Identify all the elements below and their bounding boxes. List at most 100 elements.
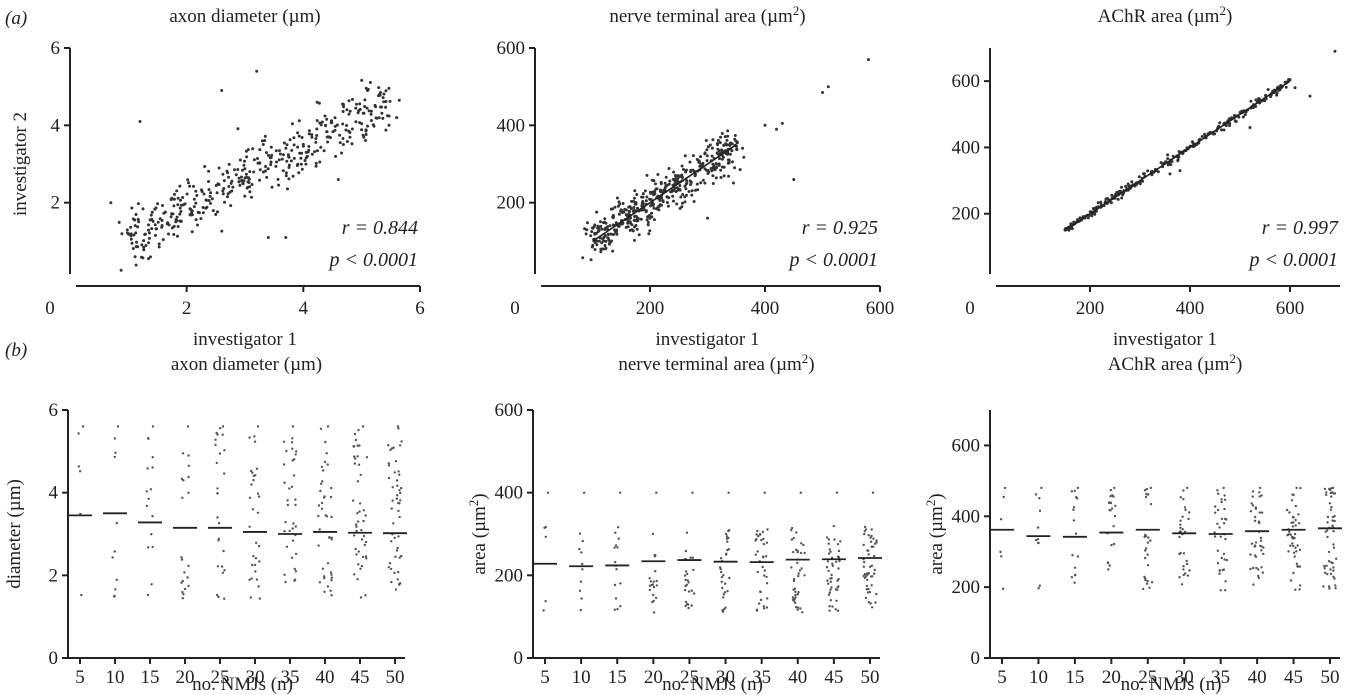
x-axis-label: investigator 1 bbox=[1113, 329, 1217, 350]
data-point bbox=[252, 474, 255, 477]
data-point bbox=[333, 116, 337, 120]
data-point bbox=[630, 223, 634, 227]
data-point bbox=[243, 176, 247, 180]
data-point bbox=[691, 168, 695, 172]
data-point bbox=[581, 568, 584, 571]
data-point bbox=[326, 140, 330, 144]
data-point bbox=[261, 143, 265, 146]
data-point bbox=[1220, 517, 1224, 520]
data-point bbox=[218, 452, 222, 455]
data-point bbox=[1186, 574, 1190, 577]
data-point bbox=[161, 204, 164, 207]
data-point bbox=[293, 567, 296, 571]
x-tick-label: 5 bbox=[540, 667, 550, 688]
data-point bbox=[579, 580, 583, 583]
data-point bbox=[150, 533, 153, 536]
x-tick-label: 10 bbox=[572, 667, 591, 688]
data-point bbox=[1144, 577, 1147, 580]
data-point bbox=[176, 196, 180, 200]
data-point bbox=[827, 569, 830, 573]
data-point bbox=[292, 522, 295, 525]
data-point bbox=[1249, 99, 1253, 103]
data-point bbox=[318, 581, 322, 584]
data-point bbox=[230, 189, 234, 193]
data-point bbox=[214, 438, 217, 441]
data-point bbox=[359, 567, 362, 570]
data-point bbox=[398, 502, 401, 505]
data-point bbox=[243, 159, 246, 163]
data-point bbox=[1191, 141, 1195, 145]
data-point bbox=[176, 203, 180, 207]
data-point bbox=[1224, 580, 1227, 583]
data-point bbox=[619, 582, 622, 585]
data-point bbox=[360, 538, 364, 541]
data-point bbox=[157, 245, 161, 249]
data-point bbox=[364, 139, 367, 142]
data-point bbox=[1113, 515, 1117, 518]
data-point bbox=[260, 139, 264, 143]
data-point bbox=[223, 200, 226, 204]
data-point bbox=[274, 149, 278, 153]
data-point bbox=[390, 580, 393, 584]
data-point bbox=[1326, 521, 1329, 524]
strip-plot-2: 0 200 400 600 5 10 15 20 25 30 35 40 45 50 no. NMJs (n… bbox=[466, 400, 882, 695]
data-point bbox=[182, 593, 185, 596]
data-point bbox=[234, 173, 238, 177]
data-point bbox=[683, 588, 687, 592]
data-point bbox=[1224, 124, 1228, 128]
data-point bbox=[341, 110, 345, 113]
data-point bbox=[651, 600, 654, 604]
data-point bbox=[716, 138, 720, 142]
data-point bbox=[266, 167, 270, 171]
x-tick-label: 20 bbox=[644, 667, 663, 688]
data-point bbox=[1288, 78, 1292, 82]
data-point bbox=[77, 432, 80, 435]
data-point bbox=[382, 92, 386, 96]
data-point bbox=[223, 449, 226, 452]
data-point bbox=[831, 562, 834, 565]
data-point bbox=[733, 137, 737, 141]
data-point bbox=[364, 594, 367, 597]
data-point bbox=[775, 127, 778, 131]
data-point bbox=[1216, 492, 1220, 495]
data-point bbox=[1120, 185, 1123, 189]
data-point bbox=[1072, 508, 1075, 511]
data-point bbox=[668, 179, 672, 183]
data-point bbox=[387, 444, 390, 447]
data-point bbox=[179, 203, 183, 207]
data-point bbox=[1293, 555, 1296, 558]
data-point bbox=[190, 230, 194, 234]
data-point bbox=[119, 268, 123, 272]
data-point bbox=[282, 463, 286, 466]
data-point bbox=[246, 185, 250, 189]
data-point bbox=[792, 599, 796, 602]
data-point bbox=[1178, 535, 1181, 539]
data-point bbox=[1034, 538, 1038, 542]
data-point bbox=[330, 594, 333, 597]
data-point bbox=[790, 538, 794, 541]
data-point bbox=[355, 525, 358, 528]
data-point bbox=[712, 164, 716, 168]
data-point bbox=[310, 135, 314, 139]
data-point bbox=[291, 539, 295, 542]
data-point bbox=[1296, 544, 1299, 547]
data-point bbox=[353, 573, 356, 576]
data-point bbox=[654, 570, 657, 573]
data-point bbox=[330, 515, 333, 519]
data-point bbox=[717, 163, 721, 167]
data-point bbox=[656, 206, 660, 210]
data-point bbox=[651, 532, 655, 536]
data-point bbox=[1224, 589, 1227, 592]
p-value: p < 0.0001 bbox=[328, 249, 419, 271]
data-point bbox=[792, 588, 795, 591]
y-tick-label: 200 bbox=[952, 204, 981, 225]
data-point bbox=[190, 209, 194, 213]
data-point bbox=[827, 552, 831, 555]
data-point bbox=[358, 102, 362, 106]
data-point bbox=[274, 164, 278, 168]
data-point bbox=[336, 178, 340, 181]
data-point bbox=[357, 563, 360, 566]
data-point bbox=[248, 436, 251, 439]
data-point bbox=[1329, 572, 1333, 576]
data-point bbox=[604, 246, 608, 250]
